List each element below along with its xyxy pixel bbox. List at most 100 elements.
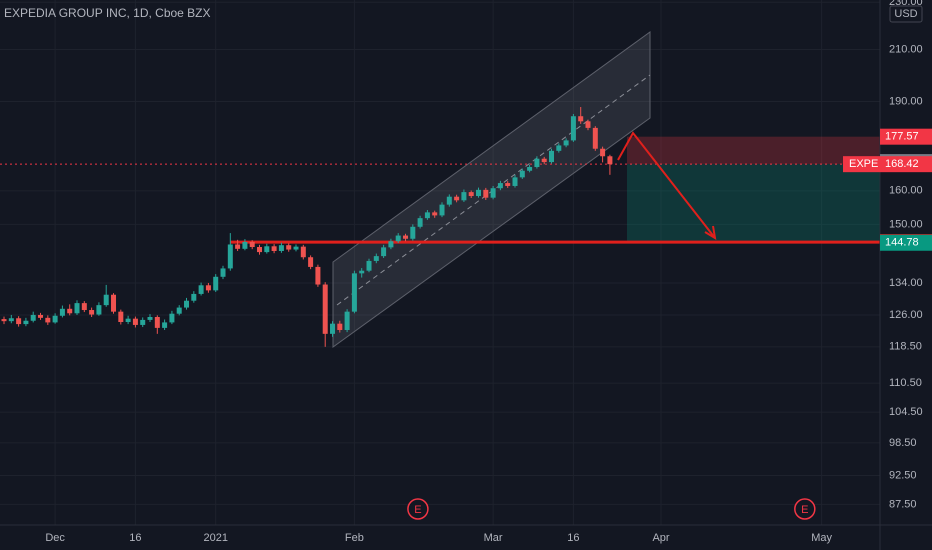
candle-body (563, 140, 569, 146)
candle-body (184, 300, 190, 308)
candle-body (176, 307, 182, 314)
symbol-tag (843, 156, 880, 173)
price-tag (880, 128, 932, 145)
candle-body (162, 322, 168, 328)
candle-body (344, 311, 350, 331)
chart-title: EXPEDIA GROUP INC, 1D, Cboe BZX (4, 6, 211, 20)
candle-body (322, 284, 328, 334)
candle-body (556, 145, 562, 151)
candle-body (16, 318, 22, 325)
position-box (0, 136, 880, 244)
x-tick-label: 16 (129, 532, 141, 544)
x-tick-label: Feb (345, 532, 364, 544)
price-tag (880, 234, 932, 251)
candle-body (549, 150, 555, 163)
candle-body (315, 266, 321, 285)
earnings-label: E (801, 504, 808, 516)
candle-body (497, 183, 503, 189)
candle-body (424, 212, 430, 219)
candle-body (512, 177, 518, 186)
earnings-label: E (414, 504, 421, 516)
candle-body (388, 241, 394, 248)
candle-body (147, 317, 153, 320)
candle-body (490, 188, 496, 198)
price-tag-label: 177.57 (885, 131, 919, 143)
candle-body (8, 318, 14, 322)
y-tick-label: 92.50 (889, 469, 917, 481)
x-tick-label: 16 (567, 532, 579, 544)
y-tick-label: 110.50 (889, 377, 922, 389)
candle-body (446, 196, 452, 205)
price-tag-label: 168.42 (885, 158, 919, 170)
earnings-marker[interactable] (407, 498, 429, 520)
candle-body (154, 317, 160, 328)
candle-body (308, 257, 314, 267)
candle-body (191, 293, 197, 301)
candle-body (38, 314, 44, 318)
profit-zone (627, 164, 880, 243)
candle-body (67, 308, 73, 314)
candle-body (52, 315, 58, 323)
candle-body (607, 156, 613, 165)
candle-body (483, 189, 489, 198)
candle-body (366, 260, 372, 271)
candle-body (242, 241, 248, 249)
candle-body (410, 226, 416, 239)
candle-body (395, 235, 401, 242)
candle-body (125, 318, 131, 323)
candle-body (417, 218, 423, 227)
candle-body (264, 246, 270, 253)
candle-body (23, 320, 29, 325)
price-tag-label: 144.78 (885, 237, 919, 249)
candle-body (592, 127, 598, 149)
candle-body (337, 323, 343, 331)
candle-body (300, 246, 306, 258)
y-tick-label: 87.50 (889, 498, 917, 510)
y-tick-label: 230.00 (889, 0, 923, 8)
candle-body (381, 247, 387, 257)
x-tick-label: 2021 (203, 532, 227, 544)
candle-body (454, 196, 460, 201)
overlay: 230.00 210.00 190.00 160.00 150.00 134.00 126.… (45, 0, 932, 544)
candle-body (257, 247, 263, 253)
candle-body (432, 212, 438, 216)
candle-body (89, 310, 95, 315)
candle-body (205, 285, 211, 291)
candle-body (198, 285, 204, 294)
candle-body (476, 189, 482, 197)
loss-zone (627, 136, 880, 165)
candles (1, 107, 613, 347)
arrow-head (704, 225, 717, 240)
candle-body (81, 303, 87, 311)
candle-body (403, 235, 409, 239)
candle-body (330, 323, 336, 334)
candle-body (359, 270, 365, 274)
candle-body (103, 294, 109, 306)
candle-body (235, 244, 241, 249)
candle-body (227, 244, 233, 269)
y-tick-label: 210.00 (889, 43, 923, 55)
candle-body (30, 314, 36, 321)
earnings-marker[interactable] (794, 498, 816, 520)
x-tick-label: May (811, 532, 832, 544)
candle-body (570, 116, 576, 141)
candle-body (439, 204, 445, 216)
candle-body (585, 121, 591, 128)
currency: USD (894, 8, 917, 20)
candle-body (111, 294, 117, 312)
y-tick-label: 104.50 (889, 406, 923, 418)
candle-body (461, 192, 467, 201)
y-tick-label: 118.50 (889, 341, 922, 353)
candle-body (140, 319, 146, 325)
candle-body (505, 183, 511, 186)
price-tag (880, 156, 932, 173)
candle-body (59, 308, 65, 316)
y-tick-label: 134.00 (889, 277, 923, 289)
candle-body (271, 246, 277, 252)
y-tick-label: 150.00 (889, 218, 923, 230)
candle-body (1, 319, 7, 322)
candle-body (220, 268, 226, 277)
candle-body (286, 245, 292, 250)
